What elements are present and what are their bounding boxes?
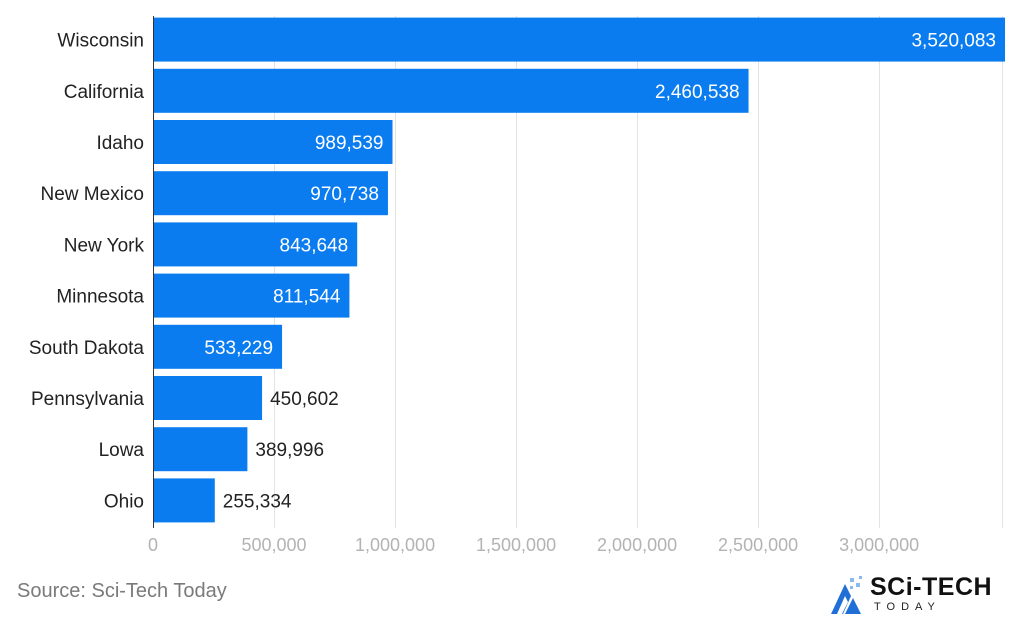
category-label: Idaho: [96, 133, 144, 154]
category-label: Pennsylvania: [31, 389, 144, 410]
x-tick-label: 2,000,000: [597, 535, 677, 555]
bar: [153, 273, 350, 318]
category-label: Ohio: [104, 491, 144, 512]
category-label: Lowa: [99, 440, 145, 461]
bar: [153, 222, 358, 267]
bar-value-label: 255,334: [223, 491, 292, 512]
category-label: South Dakota: [29, 338, 145, 359]
bar: [153, 17, 1005, 62]
category-label: Wisconsin: [57, 31, 144, 52]
category-label: New York: [64, 235, 145, 256]
bar: [153, 478, 215, 523]
x-tick-label: 0: [148, 535, 158, 555]
category-label: New Mexico: [41, 184, 144, 205]
bar-value-label: 533,229: [204, 338, 273, 359]
logo-subtitle: TODAY: [874, 601, 941, 613]
x-tick-label: 2,500,000: [718, 535, 798, 555]
category-label: Minnesota: [56, 287, 144, 308]
bar: [153, 324, 283, 369]
bar: [153, 120, 393, 164]
logo-mark-icon: [831, 576, 862, 614]
source-caption: Source: Sci-Tech Today: [17, 580, 227, 602]
logo-title: SCi-TECH: [870, 573, 993, 601]
bar-value-label: 389,996: [255, 440, 324, 461]
sci-tech-today-logo: SCi-TECH TODAY: [828, 572, 1018, 618]
bar-value-label: 450,602: [270, 389, 339, 410]
x-tick-label: 500,000: [241, 535, 306, 555]
x-tick-label: 1,500,000: [476, 535, 556, 555]
bar-value-label: 970,738: [310, 184, 379, 205]
bar: [153, 427, 248, 472]
bar-value-label: 989,539: [315, 133, 384, 154]
bar-value-label: 3,520,083: [911, 31, 996, 52]
bars: [153, 17, 1005, 523]
x-axis-tick-labels: 0 500,000 1,000,000 1,500,000 2,000,000 2,500…: [148, 535, 919, 555]
bar-value-label: 811,544: [273, 287, 341, 308]
category-label: California: [64, 82, 145, 103]
bar-value-label: 2,460,538: [655, 82, 740, 103]
x-tick-label: 3,000,000: [839, 535, 919, 555]
bar: [153, 376, 263, 420]
bar-value-label: 843,648: [280, 235, 349, 256]
value-labels: 3,520,083 2,460,538 989,539 970,738 843,648 8…: [204, 31, 996, 513]
bar: [153, 68, 749, 113]
bar-chart: 3,520,083 2,460,538 989,539 970,738 843,648 8…: [29, 16, 1005, 555]
bar: [153, 171, 388, 216]
category-labels: Wisconsin California Idaho New Mexico New Yo…: [29, 31, 145, 513]
x-tick-label: 1,000,000: [355, 535, 435, 555]
